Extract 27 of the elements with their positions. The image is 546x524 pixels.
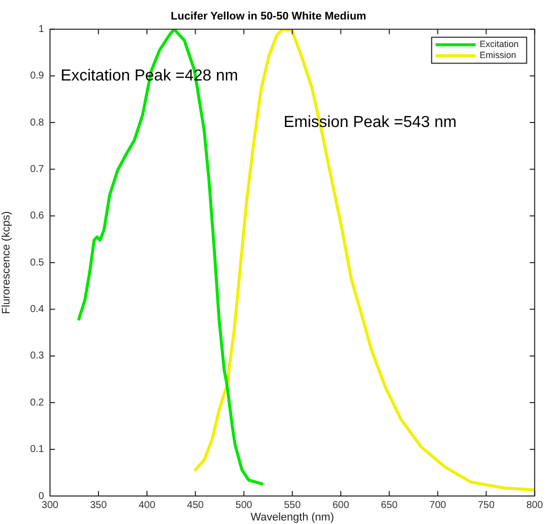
y-tick-label: 0.1: [30, 444, 44, 456]
legend-label: Excitation: [480, 39, 519, 50]
chart-title: Lucifer Yellow in 50-50 White Medium: [170, 10, 366, 23]
x-axis-title: Wavelength (nm): [250, 511, 334, 524]
x-tick-label: 400: [138, 500, 156, 511]
x-tick-label: 750: [478, 500, 495, 511]
y-tick-label: 0.9: [30, 70, 44, 82]
y-tick-label: 1: [38, 24, 44, 35]
x-tick-label: 600: [332, 500, 350, 511]
y-tick-label: 0.2: [30, 397, 44, 408]
y-axis-title: Flurorescence (kcps): [0, 211, 13, 314]
x-tick-label: 800: [526, 500, 544, 511]
x-tick-label: 450: [187, 500, 204, 511]
x-tick-label: 300: [42, 500, 59, 511]
x-tick-label: 550: [284, 500, 302, 511]
y-tick-label: 0.7: [30, 164, 44, 175]
x-tick-label: 350: [90, 500, 108, 511]
y-tick-label: 0: [38, 490, 44, 502]
y-tick-label: 0.3: [30, 350, 44, 362]
y-tick-label: 0.8: [30, 117, 44, 128]
y-tick-label: 0.4: [30, 304, 44, 316]
x-tick-label: 500: [236, 500, 253, 511]
legend-label: Emission: [480, 50, 516, 60]
y-tick-label: 0.5: [30, 257, 44, 268]
x-tick-label: 700: [429, 500, 447, 511]
y-tick-label: 0.6: [30, 210, 44, 222]
x-tick-label: 650: [380, 500, 398, 511]
